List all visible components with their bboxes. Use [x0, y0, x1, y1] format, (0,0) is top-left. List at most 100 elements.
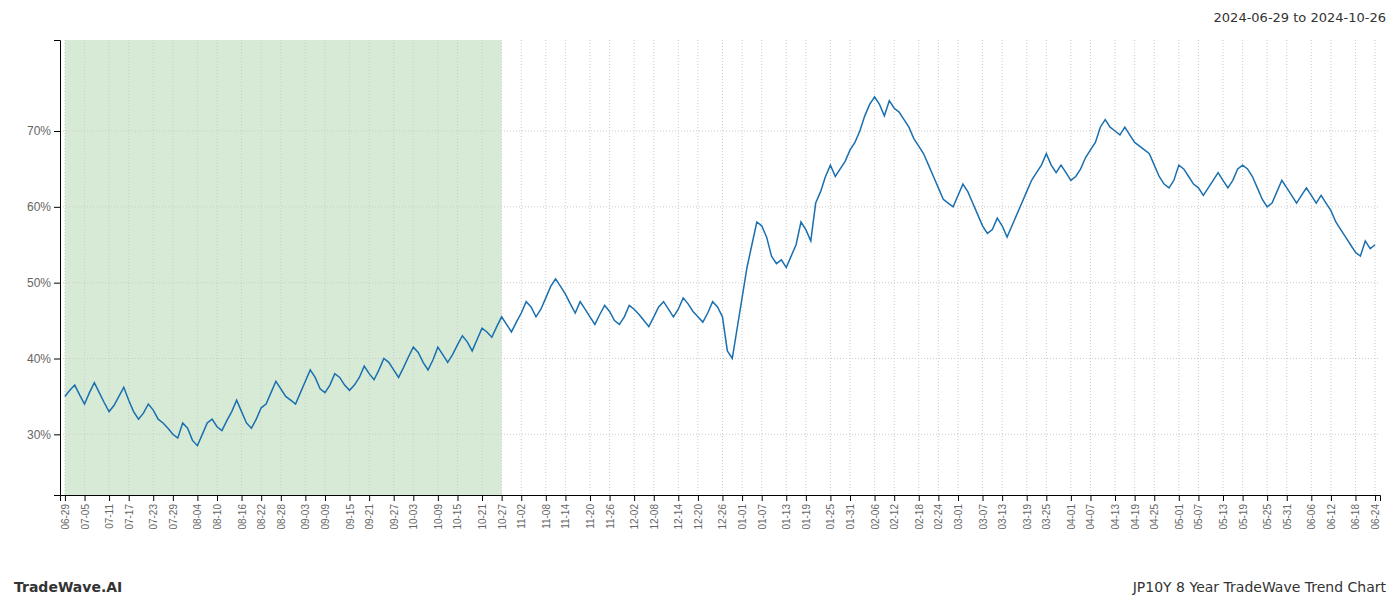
tick-mark: [894, 495, 895, 501]
grid-line-x: [722, 40, 723, 495]
grid-line-x: [437, 40, 438, 495]
tick: 04-13: [1110, 495, 1121, 530]
grid-line-x: [918, 40, 919, 495]
tick-mark: [786, 495, 787, 501]
tick: 40%: [27, 352, 60, 366]
grid-line-x: [369, 40, 370, 495]
tick: 09-27: [389, 495, 400, 530]
tick: 01-31: [845, 495, 856, 530]
tick-label: 11-08: [541, 504, 552, 529]
tick-mark: [65, 495, 66, 501]
tick-mark: [173, 495, 174, 501]
grid-line-x: [805, 40, 806, 495]
tick-mark: [1154, 495, 1155, 501]
tick: 07-23: [148, 495, 159, 530]
tick-mark: [742, 495, 743, 501]
tick: 02-24: [933, 495, 944, 530]
tick-label: 06-29: [60, 504, 71, 530]
tick-label: 12-20: [693, 504, 704, 530]
tick: 03-01: [953, 495, 964, 530]
tick: 04-01: [1066, 495, 1077, 530]
tick-label: 12-26: [717, 504, 728, 530]
tick-label: 11-02: [516, 504, 527, 529]
tick-mark: [958, 495, 959, 501]
tick-label: 10-27: [497, 504, 508, 530]
tick-label: 10-03: [408, 504, 419, 530]
tick: 06-12: [1326, 495, 1337, 530]
tick-mark: [1027, 495, 1028, 501]
grid-line-x: [742, 40, 743, 495]
tick-mark: [1046, 495, 1047, 501]
tick: 01-01: [737, 495, 748, 530]
grid-line-x: [1154, 40, 1155, 495]
line: [65, 97, 1375, 446]
tick-mark: [590, 495, 591, 501]
tick-label: 09-21: [364, 504, 375, 530]
tick-label: 05-13: [1218, 504, 1229, 530]
tick: 70%: [27, 124, 60, 138]
tick: 07-17: [124, 495, 135, 530]
tick-label: 12-02: [629, 504, 640, 530]
tick: 11-26: [605, 495, 616, 529]
tick-mark: [678, 495, 679, 501]
tick-label: 01-19: [801, 504, 812, 530]
tick-mark: [1002, 495, 1003, 501]
grid-line-x: [1242, 40, 1243, 495]
grid-line-x: [84, 40, 85, 495]
tick-mark: [54, 434, 60, 435]
grid-line-x: [197, 40, 198, 495]
plot-area: [60, 40, 1380, 495]
tick-label: 09-09: [320, 504, 331, 530]
axis-line: [61, 496, 1381, 502]
tick: 09-09: [320, 495, 331, 530]
tick-label: 06-06: [1306, 504, 1317, 530]
tick-label: 03-25: [1041, 504, 1052, 530]
grid-line-x: [128, 40, 129, 495]
tick: 09-21: [364, 495, 375, 530]
tick: 11-08: [541, 495, 552, 529]
tick-label: 01-07: [757, 504, 768, 530]
grid-line-x: [609, 40, 610, 495]
grid-line-x: [874, 40, 875, 495]
tick: 09-03: [300, 495, 311, 530]
tick-mark: [938, 495, 939, 501]
tick-label: 06-24: [1370, 504, 1381, 530]
grid-line-x: [501, 40, 502, 495]
tick-mark: [1287, 495, 1288, 501]
tick: 12-02: [629, 495, 640, 530]
tick-label: 02-12: [889, 504, 900, 530]
grid-line-x: [1355, 40, 1356, 495]
tick: 08-16: [237, 495, 248, 530]
tick-mark: [438, 495, 439, 501]
tick: 10-27: [497, 495, 508, 530]
chart: 06-2907-0507-1107-1707-2307-2908-0408-10…: [0, 0, 1400, 600]
grid-line-x: [653, 40, 654, 495]
grid-line-x: [1222, 40, 1223, 495]
tick-mark: [261, 495, 262, 501]
tick-mark: [919, 495, 920, 501]
grid-line-x: [982, 40, 983, 495]
tick-mark: [1355, 495, 1356, 501]
tick-label: 03-07: [978, 504, 989, 530]
grid-line-x: [761, 40, 762, 495]
tick-mark: [521, 495, 522, 501]
tick: 10-09: [433, 495, 444, 530]
tick-mark: [634, 495, 635, 501]
tick: 12-08: [649, 495, 660, 530]
tick: 03-19: [1022, 495, 1033, 530]
tick-mark: [153, 495, 154, 501]
tick-mark: [54, 131, 60, 132]
tick-mark: [654, 495, 655, 501]
grid-line-x: [413, 40, 414, 495]
tick-label: 04-13: [1110, 504, 1121, 530]
grid-line-x: [830, 40, 831, 495]
grid-line-x: [1002, 40, 1003, 495]
grid-line-x: [521, 40, 522, 495]
tick-label: 11-26: [605, 504, 616, 529]
grid-line-x: [1267, 40, 1268, 495]
subtitle: 2024-06-29 to 2024-10-26: [1214, 10, 1386, 25]
tick: 03-13: [997, 495, 1008, 530]
plot: 06-2907-0507-1107-1707-2307-2908-0408-10…: [27, 40, 1381, 530]
grid-line-x: [457, 40, 458, 495]
tick-label: 02-06: [870, 504, 881, 530]
